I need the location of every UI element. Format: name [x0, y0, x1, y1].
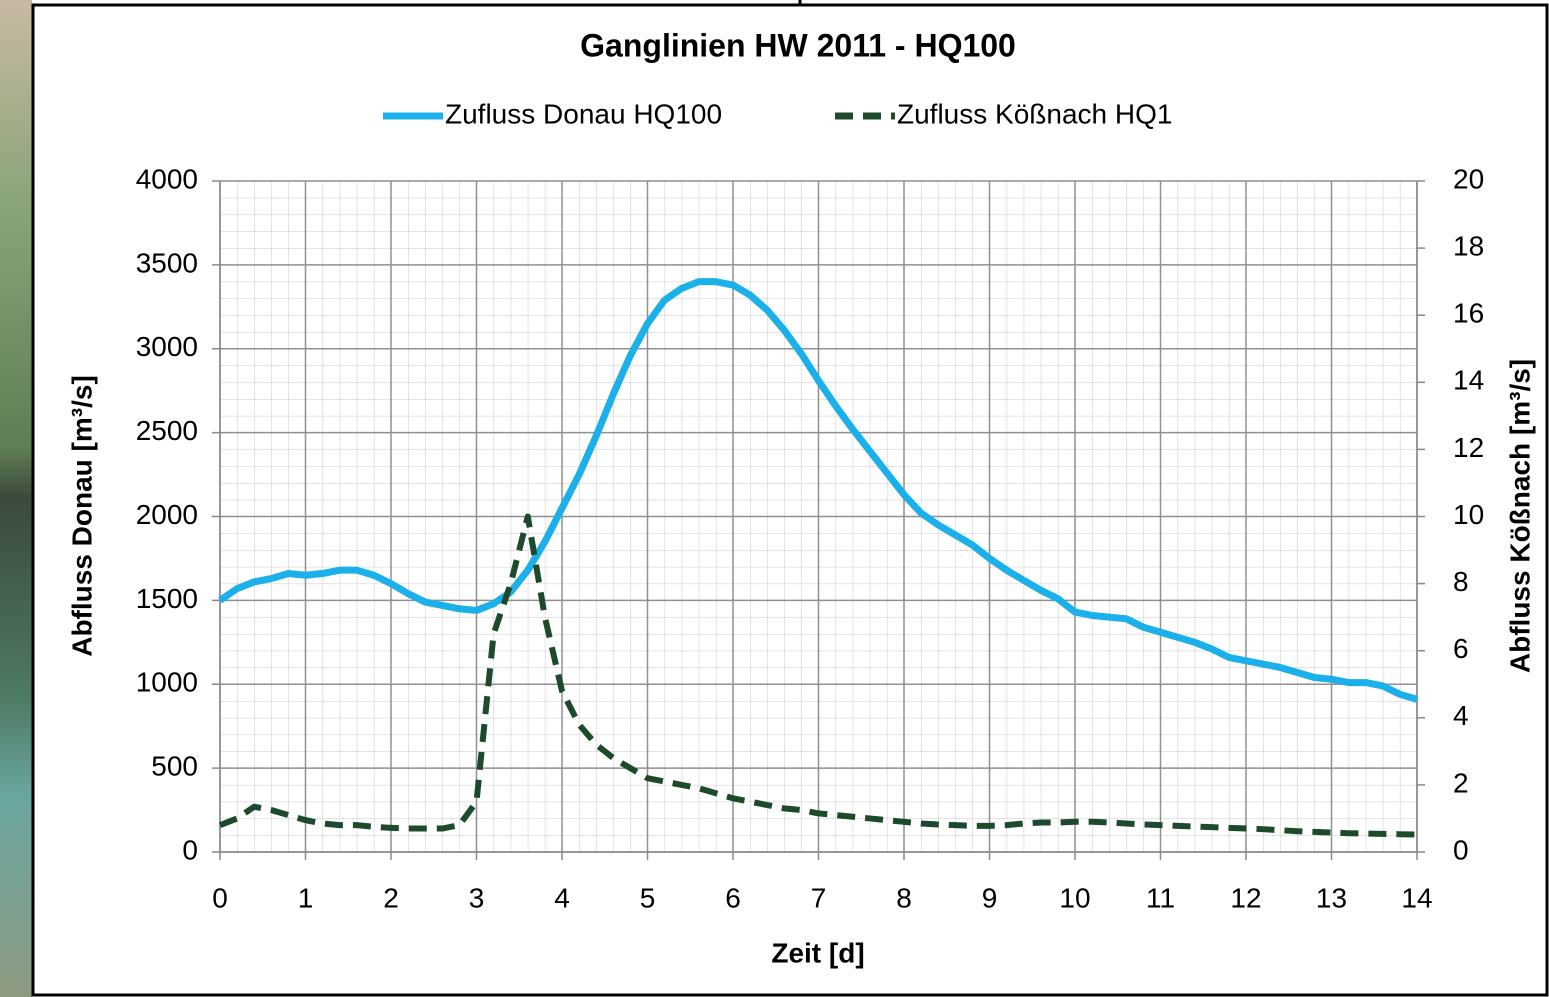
y2-tick-label: 0	[1453, 834, 1469, 865]
x-tick-label: 2	[383, 882, 399, 913]
chart-title: Ganglinien HW 2011 - HQ100	[580, 27, 1016, 63]
y2-tick-label: 8	[1453, 566, 1469, 597]
y2-tick-label: 10	[1453, 499, 1484, 530]
y2-tick-label: 18	[1453, 230, 1484, 261]
x-tick-label: 13	[1316, 882, 1347, 913]
y-tick-label: 3500	[136, 247, 198, 278]
x-tick-label: 3	[469, 882, 485, 913]
y-tick-label: 500	[151, 751, 198, 782]
y2-tick-label: 6	[1453, 633, 1469, 664]
y-tick-label: 2000	[136, 499, 198, 530]
x-tick-label: 7	[811, 882, 827, 913]
y-tick-label: 1500	[136, 583, 198, 614]
y2-tick-label: 2	[1453, 767, 1469, 798]
x-tick-label: 0	[212, 882, 228, 913]
y-tick-label: 2500	[136, 415, 198, 446]
x-tick-label: 6	[725, 882, 741, 913]
x-tick-label: 8	[896, 882, 912, 913]
x-tick-label: 12	[1230, 882, 1261, 913]
y2-tick-label: 14	[1453, 365, 1484, 396]
x-tick-label: 1	[298, 882, 314, 913]
x-tick-label: 14	[1401, 882, 1432, 913]
x-tick-label: 5	[640, 882, 656, 913]
y2-tick-label: 12	[1453, 432, 1484, 463]
legend-label: Zufluss Kößnach HQ1	[897, 98, 1172, 129]
y2-axis-label: Abfluss Kößnach [m³/s]	[1504, 359, 1535, 673]
y2-tick-label: 4	[1453, 700, 1469, 731]
x-tick-label: 4	[554, 882, 570, 913]
chart: Ganglinien HW 2011 - HQ100 Zeit [d] Abfl…	[0, 0, 1549, 997]
y2-tick-label: 20	[1453, 163, 1484, 194]
background-photo	[0, 0, 32, 997]
y-tick-label: 3000	[136, 331, 198, 362]
x-axis-label: Zeit [d]	[771, 937, 864, 968]
y-tick-label: 1000	[136, 667, 198, 698]
legend-label: Zufluss Donau HQ100	[445, 98, 722, 129]
y2-tick-label: 16	[1453, 298, 1484, 329]
x-tick-label: 9	[982, 882, 998, 913]
x-tick-label: 10	[1059, 882, 1090, 913]
x-tick-label: 11	[1146, 882, 1175, 913]
y-tick-label: 0	[182, 834, 198, 865]
y-axis-label: Abfluss Donau [m³/s]	[66, 375, 97, 657]
y-tick-label: 4000	[136, 163, 198, 194]
